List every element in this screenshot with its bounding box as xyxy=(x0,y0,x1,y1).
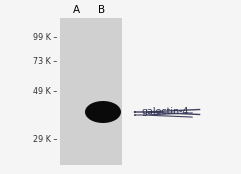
Bar xyxy=(60,18,122,165)
Text: 99 K –: 99 K – xyxy=(33,34,57,42)
Text: B: B xyxy=(98,5,106,15)
Text: galectin-4: galectin-4 xyxy=(141,108,188,117)
Ellipse shape xyxy=(85,101,121,123)
Text: 29 K –: 29 K – xyxy=(33,136,57,144)
Text: A: A xyxy=(73,5,80,15)
Text: 49 K –: 49 K – xyxy=(33,88,57,97)
Text: 73 K –: 73 K – xyxy=(33,57,57,66)
